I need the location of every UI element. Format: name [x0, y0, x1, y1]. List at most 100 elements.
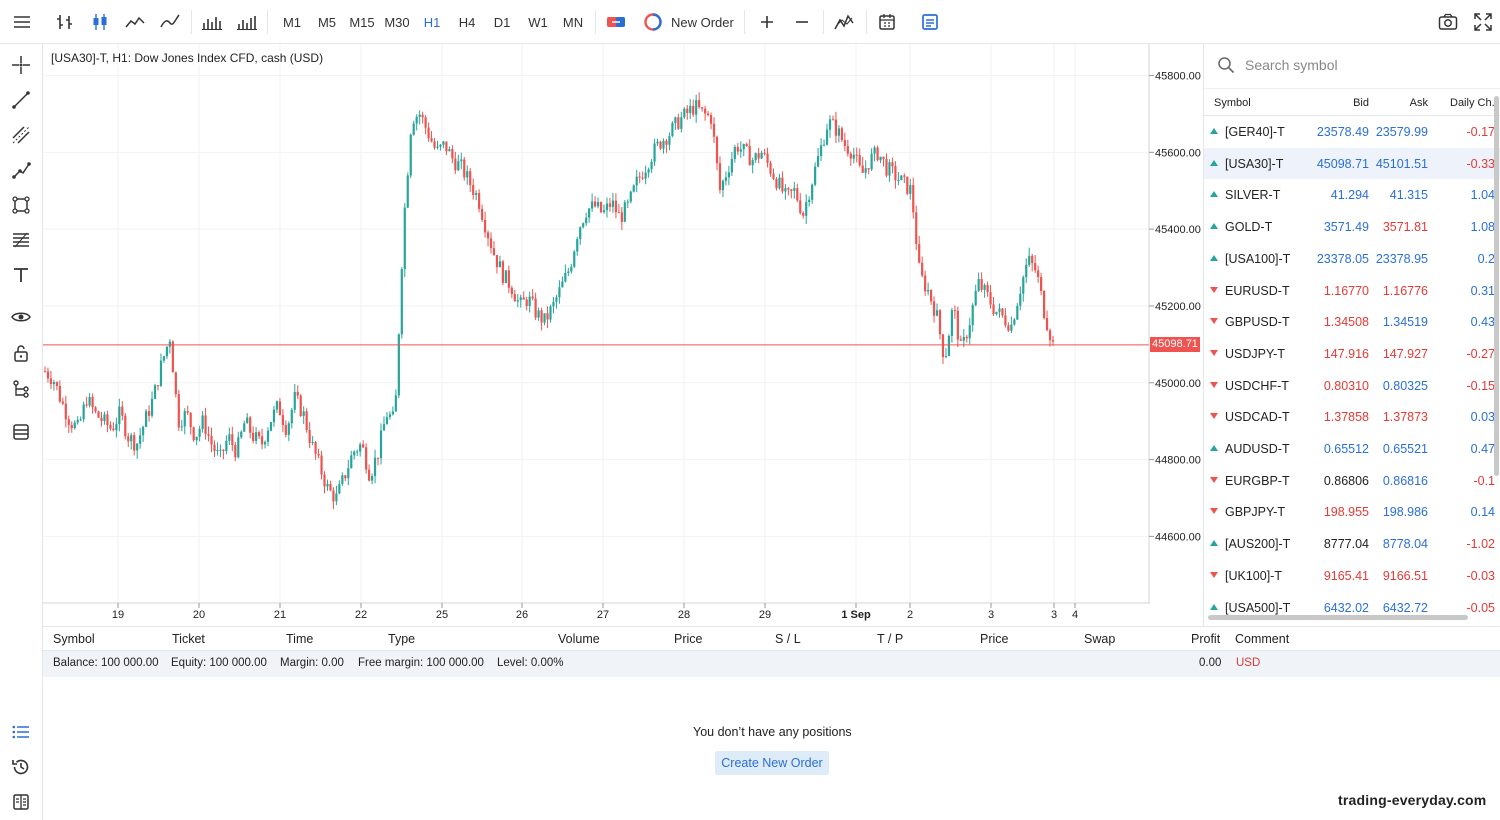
candle-body — [894, 166, 897, 181]
candle-body — [70, 424, 73, 429]
col-swap[interactable]: Swap — [1084, 632, 1116, 646]
candle-body — [965, 336, 968, 339]
watchlist-row[interactable]: USDCAD-T 1.37858 1.37873 0.03 — [1204, 401, 1500, 433]
search-input[interactable] — [1245, 57, 1475, 73]
shapes-icon[interactable] — [8, 192, 34, 218]
timeframe-m15[interactable]: M15 — [349, 14, 375, 30]
candlestick-chart-type-icon[interactable] — [87, 7, 113, 37]
watchlist-row[interactable]: [GER40]-T 23578.49 23579.99 -0.17 — [1204, 116, 1500, 148]
watchlist-vertical-scrollbar[interactable] — [1494, 96, 1499, 476]
chart-canvas[interactable]: 45800.00 45600.00 45400.00 45200.00 45000.00… — [43, 44, 1203, 624]
object-list-icon[interactable] — [8, 419, 34, 445]
fullscreen-icon[interactable] — [1470, 7, 1496, 37]
col-stop-loss[interactable]: S / L — [775, 632, 801, 646]
col-symbol[interactable]: Symbol — [53, 632, 95, 646]
candle-body — [567, 271, 570, 273]
timeframe-d1[interactable]: D1 — [493, 14, 511, 30]
zoom-out-icon[interactable] — [789, 7, 815, 37]
col-take-profit[interactable]: T / P — [877, 632, 904, 646]
candle-body — [819, 145, 823, 156]
candle-body — [677, 117, 680, 129]
watchlist-row[interactable]: [USA500]-T 6432.02 6432.72 -0.05 — [1204, 592, 1500, 624]
volumes-icon[interactable] — [199, 7, 225, 37]
watchlist-horizontal-scrollbar[interactable] — [1208, 615, 1468, 620]
candle-body — [944, 356, 948, 358]
watchlist-row[interactable]: EURUSD-T 1.16770 1.16776 0.31 — [1204, 275, 1500, 307]
col-price[interactable]: Price — [674, 632, 703, 646]
lock-icon[interactable] — [8, 340, 34, 366]
timeframe-m30[interactable]: M30 — [384, 14, 410, 30]
timeframe-w1[interactable]: W1 — [528, 14, 548, 30]
col-symbol[interactable]: Symbol — [1214, 97, 1251, 109]
arrow-down-icon — [1210, 381, 1218, 388]
calendar-icon[interactable] — [874, 7, 900, 37]
watchlist-row[interactable]: GBPJPY-T 198.955 198.986 0.14 — [1204, 496, 1500, 528]
candle-body — [891, 162, 894, 167]
area-chart-type-icon[interactable] — [157, 7, 183, 37]
watchlist-row[interactable]: AUDUSD-T 0.65512 0.65521 0.47 — [1204, 433, 1500, 465]
zoom-in-icon[interactable] — [754, 7, 780, 37]
col-current-price[interactable]: Price — [980, 632, 1009, 646]
col-ticket[interactable]: Ticket — [172, 632, 205, 646]
candle-body — [356, 451, 359, 453]
polyline-icon[interactable] — [8, 157, 34, 183]
col-profit[interactable]: Profit — [1191, 632, 1221, 646]
tick-volumes-icon[interactable] — [234, 7, 260, 37]
trade-history-panel-icon[interactable] — [917, 7, 943, 37]
line-chart-type-icon[interactable] — [122, 7, 148, 37]
col-ask[interactable]: Ask — [1409, 97, 1428, 109]
candle-body — [971, 305, 974, 326]
indicators-icon[interactable] — [831, 7, 857, 37]
candle-body — [46, 371, 50, 379]
candle-body — [701, 107, 704, 109]
row-ask: 1.34519 — [1382, 315, 1428, 330]
channel-icon[interactable] — [8, 122, 34, 148]
candle-body — [457, 161, 460, 171]
candle-body — [811, 184, 814, 200]
history-icon[interactable] — [8, 754, 34, 780]
candle-body — [495, 255, 499, 268]
watchlist-row[interactable]: USDJPY-T 147.916 147.927 -0.27 — [1204, 338, 1500, 370]
col-daily-change[interactable]: Daily Ch. — [1450, 97, 1495, 109]
watchlist-row[interactable]: [USA100]-T 23378.05 23378.95 0.2 — [1204, 243, 1500, 275]
col-volume[interactable]: Volume — [558, 632, 600, 646]
watchlist-row[interactable]: GBPUSD-T 1.34508 1.34519 0.43 — [1204, 306, 1500, 338]
watchlist-row[interactable]: SILVER-T 41.294 41.315 1.04 — [1204, 179, 1500, 211]
screenshot-icon[interactable] — [1435, 7, 1461, 37]
trend-line-icon[interactable] — [8, 87, 34, 113]
time-tick-label: 28 — [678, 609, 690, 621]
col-comment[interactable]: Comment — [1235, 632, 1290, 646]
menu-icon[interactable] — [8, 7, 36, 37]
candle-body — [828, 119, 832, 130]
timeframe-m5[interactable]: M5 — [317, 14, 337, 30]
crosshair-icon[interactable] — [8, 52, 34, 78]
watchlist-row[interactable]: [UK100]-T 9165.41 9166.51 -0.03 — [1204, 560, 1500, 592]
candle-body — [73, 422, 76, 429]
timeframe-h4[interactable]: H4 — [458, 14, 476, 30]
watchlist-row[interactable]: USDCHF-T 0.80310 0.80325 -0.15 — [1204, 370, 1500, 402]
timeframe-mn[interactable]: MN — [562, 14, 584, 30]
col-type[interactable]: Type — [388, 632, 416, 646]
objects-tree-icon[interactable] — [8, 376, 34, 402]
col-time[interactable]: Time — [286, 632, 314, 646]
watchlist-row[interactable]: GOLD-T 3571.49 3571.81 1.08 — [1204, 211, 1500, 243]
col-bid[interactable]: Bid — [1353, 97, 1369, 109]
journal-icon[interactable] — [8, 789, 34, 815]
candle-body — [947, 335, 951, 357]
fibonacci-icon[interactable] — [8, 227, 34, 253]
row-ask: 0.80325 — [1382, 378, 1428, 393]
price-chart[interactable]: 45800.00 45600.00 45400.00 45200.00 45000.00… — [43, 44, 1203, 624]
timeframe-h1[interactable]: H1 — [423, 14, 441, 30]
positions-list-icon[interactable] — [8, 719, 34, 745]
eye-visibility-icon[interactable] — [8, 304, 34, 330]
row-bid: 1.16770 — [1323, 283, 1369, 298]
bar-chart-type-icon[interactable] — [52, 7, 78, 37]
one-click-trading-icon[interactable] — [603, 7, 629, 37]
watchlist-row[interactable]: [AUS200]-T 8777.04 8778.04 -1.02 — [1204, 528, 1500, 560]
text-tool-icon[interactable] — [8, 262, 34, 288]
watchlist-row[interactable]: EURGBP-T 0.86806 0.86816 -0.1 — [1204, 465, 1500, 497]
timeframe-m1[interactable]: M1 — [282, 14, 302, 30]
new-order-button[interactable]: New Order — [643, 7, 735, 37]
watchlist-row[interactable]: [USA30]-T 45098.71 45101.51 -0.33 — [1204, 147, 1500, 180]
create-new-order-button[interactable]: Create New Order — [715, 751, 829, 775]
